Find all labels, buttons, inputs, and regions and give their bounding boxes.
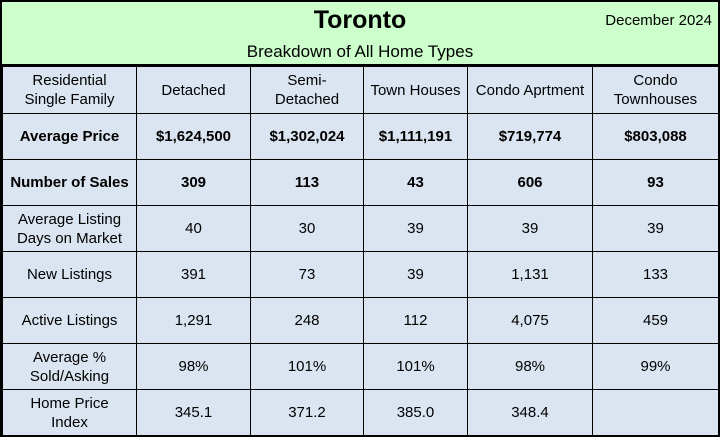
table-cell [592, 389, 719, 436]
cell-text-line: Detached [274, 91, 340, 108]
cell-text-line: Semi- [287, 72, 327, 89]
cell-text-line: Days on Market [16, 229, 123, 247]
table-cell: 113 [250, 159, 364, 206]
table-cell: 133 [592, 251, 719, 298]
table-cell: 73 [250, 251, 364, 298]
column-header: Condo Townhouses [592, 66, 719, 114]
cell-text-line: Residential [32, 72, 107, 89]
table-cell: $1,302,024 [250, 113, 364, 160]
cell-text-line: Active Listings [21, 312, 118, 329]
row-label: Number of Sales [2, 159, 137, 206]
table-cell: 309 [136, 159, 251, 206]
table-cell: 606 [467, 159, 593, 206]
table-body: Residential Single Family Detached Semi- Det… [2, 66, 719, 436]
cell-text-line: Average Price [19, 128, 120, 145]
table-cell: 1,291 [136, 297, 251, 344]
cell-text-line: Sold/Asking [29, 367, 110, 385]
row-label: Average Listing Days on Market [2, 205, 137, 252]
table-cell: 30 [250, 205, 364, 252]
table-cell: 39 [363, 251, 468, 298]
table-cell: 39 [467, 205, 593, 252]
table-cell: $719,774 [467, 113, 593, 160]
cell-text-line: New Listings [26, 266, 113, 283]
table-row: Average Listing Days on Market 40 30 39 39 39 [2, 205, 719, 252]
table-cell: $803,088 [592, 113, 719, 160]
table-cell: $1,624,500 [136, 113, 251, 160]
table-row: Average Price $1,624,500 $1,302,024 $1,111,… [2, 113, 719, 160]
cell-text-line: Number of Sales [10, 174, 129, 191]
column-header: Semi- Detached [250, 66, 364, 114]
table-cell: 43 [363, 159, 468, 206]
cell-text-line: Average % [32, 348, 107, 366]
row-label: Active Listings [2, 297, 137, 344]
column-header: Detached [136, 66, 251, 114]
table-cell: 39 [363, 205, 468, 252]
table-row: Active Listings 1,291 248 112 4,075 459 [2, 297, 719, 344]
table-cell: 345.1 [136, 389, 251, 436]
cell-text-line: Home Price [30, 394, 109, 412]
table-row: New Listings 391 73 39 1,131 133 [2, 251, 719, 298]
column-header: Condo Aprtment [467, 66, 593, 114]
table-cell: 371.2 [250, 389, 364, 436]
table-cell: 459 [592, 297, 719, 344]
cell-text-line: Condo Aprtment [475, 81, 585, 99]
cell-text-line: Detached [161, 81, 226, 99]
table-cell: 4,075 [467, 297, 593, 344]
table-cell: 348.4 [467, 389, 593, 436]
row-label: Home Price Index [2, 389, 137, 436]
table-cell: 99% [592, 343, 719, 390]
table-cell: 93 [592, 159, 719, 206]
table-cell: 39 [592, 205, 719, 252]
cell-text-line: Average Listing [17, 210, 122, 228]
table-cell: 40 [136, 205, 251, 252]
page-title: Toronto [313, 6, 407, 34]
cell-text-line: Townhouses [613, 91, 698, 108]
report-date: December 2024 [605, 12, 712, 29]
column-header: Town Houses [363, 66, 468, 114]
row-label: Average % Sold/Asking [2, 343, 137, 390]
table-cell: 112 [363, 297, 468, 344]
home-types-table: Residential Single Family Detached Semi- Det… [2, 66, 719, 436]
table-cell: 98% [467, 343, 593, 390]
row-label: New Listings [2, 251, 137, 298]
table-cell: 1,131 [467, 251, 593, 298]
table-cell: 385.0 [363, 389, 468, 436]
table-row: Home Price Index 345.1 371.2 385.0 348.4 [2, 389, 719, 436]
cell-text-line: Condo [633, 72, 678, 89]
cell-text-line: Single Family [24, 91, 115, 108]
page-subtitle: Breakdown of All Home Types [246, 42, 474, 61]
table-cell: 101% [363, 343, 468, 390]
table-cell: 248 [250, 297, 364, 344]
table-cell: 391 [136, 251, 251, 298]
table-cell: $1,111,191 [363, 113, 468, 160]
report-header: Toronto December 2024 Breakdown of All H… [2, 2, 718, 66]
table-row: Number of Sales 309 113 43 606 93 [2, 159, 719, 206]
cell-text-line: Index [51, 413, 88, 431]
table-row: Average % Sold/Asking 98% 101% 101% 98% 99% [2, 343, 719, 390]
table-cell: 98% [136, 343, 251, 390]
table-cell: 101% [250, 343, 364, 390]
row-label: Average Price [2, 113, 137, 160]
cell-text-line: Town Houses [370, 81, 461, 99]
table-header-row: Residential Single Family Detached Semi- Det… [2, 66, 719, 114]
column-header: Residential Single Family [2, 66, 137, 114]
